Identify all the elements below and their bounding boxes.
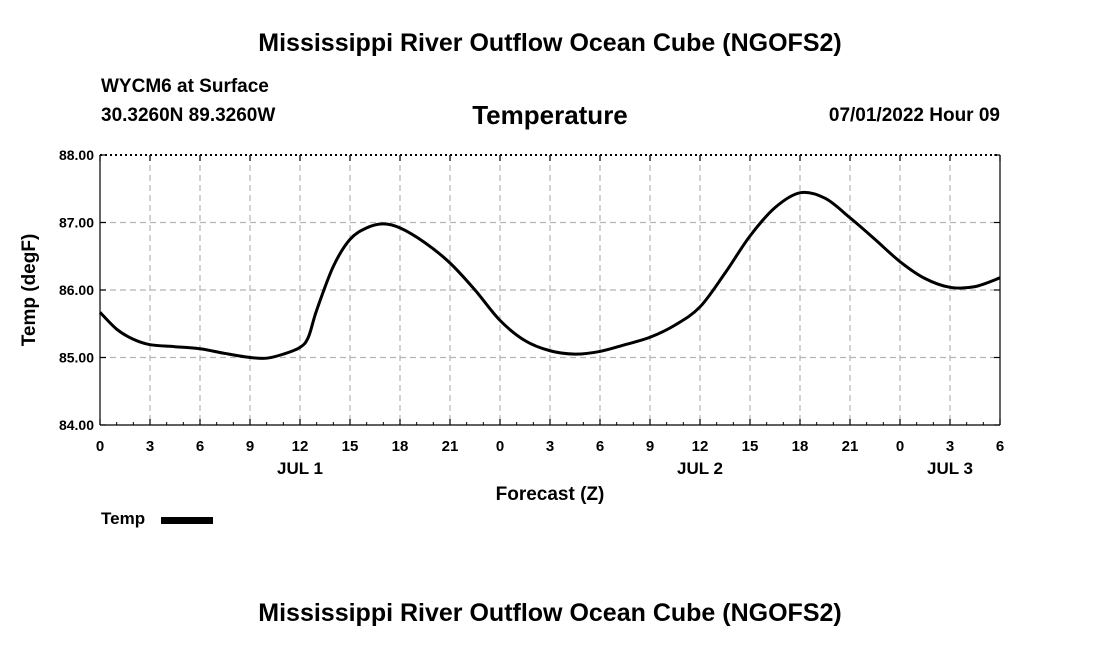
x-tick-label: 3 xyxy=(946,438,954,455)
x-tick-label: 6 xyxy=(596,438,604,455)
legend-swatch xyxy=(161,517,213,524)
date-label: JUL 3 xyxy=(927,459,973,478)
axis-ticks xyxy=(99,154,1001,426)
x-tick-label: 15 xyxy=(742,438,759,455)
x-tick-label: 21 xyxy=(842,438,859,455)
x-axis-title: Forecast (Z) xyxy=(496,484,605,505)
x-tick-label: 0 xyxy=(496,438,504,455)
date-label: JUL 2 xyxy=(677,459,723,478)
y-tick-label: 84.00 xyxy=(59,417,94,433)
x-tick-label: 9 xyxy=(646,438,654,455)
station-name: WYCM6 at Surface xyxy=(101,76,269,97)
y-tick-label: 85.00 xyxy=(59,350,94,366)
y-tick-label: 87.00 xyxy=(59,215,94,231)
y-tick-label: 88.00 xyxy=(59,147,94,163)
x-tick-label: 18 xyxy=(792,438,809,455)
x-tick-label: 12 xyxy=(292,438,309,455)
x-tick-label: 3 xyxy=(146,438,154,455)
x-tick-label: 3 xyxy=(546,438,554,455)
main-title: Mississippi River Outflow Ocean Cube (NG… xyxy=(258,29,842,57)
x-tick-label: 0 xyxy=(96,438,104,455)
chart-title: Temperature xyxy=(472,100,628,130)
x-tick-label: 6 xyxy=(996,438,1004,455)
x-tick-label: 0 xyxy=(896,438,904,455)
x-tick-label: 15 xyxy=(342,438,359,455)
x-tick-label: 9 xyxy=(246,438,254,455)
temp-series-line xyxy=(98,190,1001,360)
x-tick-label: 12 xyxy=(692,438,709,455)
x-tick-label: 21 xyxy=(442,438,459,455)
y-axis-title: Temp (degF) xyxy=(19,234,40,347)
y-tick-label: 86.00 xyxy=(59,282,94,298)
legend-label: Temp xyxy=(101,509,146,528)
grid-lines xyxy=(100,155,1000,425)
date-label: JUL 1 xyxy=(277,459,323,478)
series-layer xyxy=(98,190,1001,360)
tick-labels: 0 3 6 9 12 15 18 21 0 3 6 9 12 15 18 21 0 3 6 84.00 85.00 86.… xyxy=(59,147,1004,478)
forecast-timestamp: 07/01/2022 Hour 09 xyxy=(828,105,1000,126)
station-coords: 30.3260N 89.3260W xyxy=(101,105,276,126)
footer-title: Mississippi River Outflow Ocean Cube (NG… xyxy=(258,599,842,627)
x-tick-label: 6 xyxy=(196,438,204,455)
x-tick-label: 18 xyxy=(392,438,409,455)
